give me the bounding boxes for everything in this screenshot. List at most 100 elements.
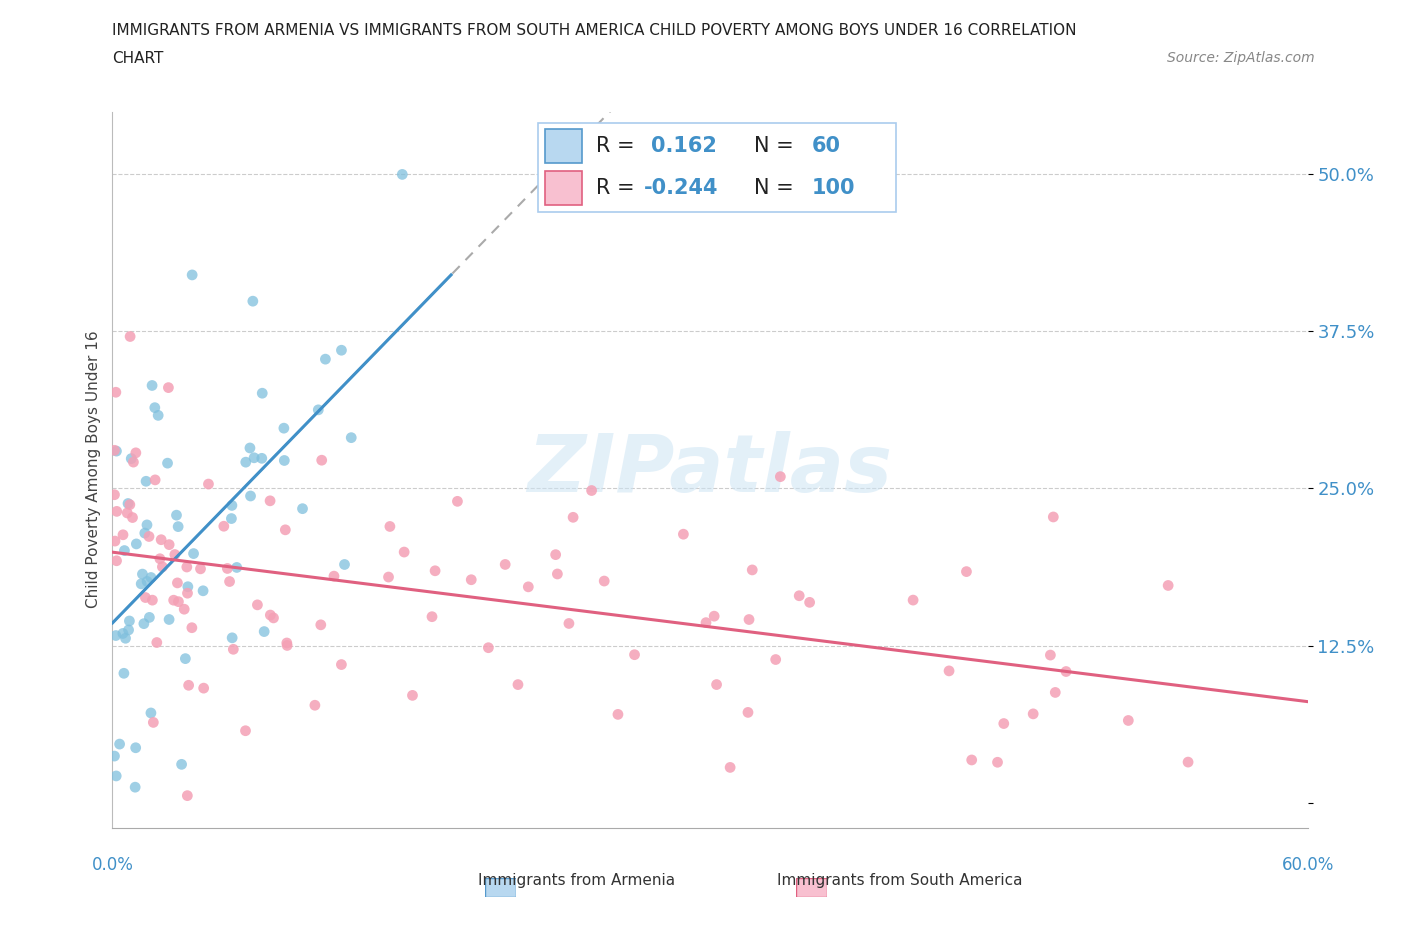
FancyBboxPatch shape	[546, 129, 582, 163]
Point	[737, 705, 759, 720]
Point	[263, 610, 285, 625]
Point	[703, 609, 725, 624]
Point	[166, 576, 188, 591]
Point	[311, 453, 333, 468]
Point	[170, 757, 193, 772]
Point	[276, 635, 298, 650]
Text: 60.0%: 60.0%	[1281, 856, 1334, 873]
Text: Source: ZipAtlas.com: Source: ZipAtlas.com	[1167, 51, 1315, 65]
Point	[174, 651, 197, 666]
Point	[105, 444, 128, 458]
Point	[104, 385, 127, 400]
Point	[103, 487, 125, 502]
Point	[217, 561, 239, 576]
Point	[741, 563, 763, 578]
Point	[118, 614, 141, 629]
Point	[239, 441, 262, 456]
Point	[135, 474, 157, 489]
Point	[901, 592, 924, 607]
Point	[156, 456, 179, 471]
Point	[149, 551, 172, 566]
Point	[134, 525, 156, 540]
Point	[330, 658, 353, 672]
Point	[122, 455, 145, 470]
Point	[738, 612, 761, 627]
Point	[176, 789, 198, 804]
Point	[273, 453, 295, 468]
Point	[157, 612, 180, 627]
Text: IMMIGRANTS FROM ARMENIA VS IMMIGRANTS FROM SOUTH AMERICA CHILD POVERTY AMONG BOY: IMMIGRANTS FROM ARMENIA VS IMMIGRANTS FR…	[112, 23, 1077, 38]
Point	[420, 609, 443, 624]
Point	[1045, 685, 1067, 700]
Point	[378, 519, 401, 534]
Point	[136, 574, 159, 589]
Point	[117, 506, 139, 521]
Point	[136, 517, 159, 532]
Point	[938, 663, 960, 678]
Point	[333, 557, 356, 572]
Point	[765, 652, 787, 667]
Point	[104, 534, 127, 549]
Point	[150, 532, 173, 547]
Point	[695, 616, 717, 631]
Point	[120, 451, 142, 466]
Point	[118, 498, 141, 512]
Point	[243, 450, 266, 465]
Point	[124, 779, 146, 794]
Point	[593, 574, 616, 589]
Point	[167, 519, 190, 534]
Point	[340, 431, 363, 445]
Point	[125, 445, 148, 460]
Point	[131, 566, 153, 581]
Point	[276, 638, 298, 653]
Point	[193, 681, 215, 696]
Y-axis label: Child Poverty Among Boys Under 16: Child Poverty Among Boys Under 16	[86, 331, 101, 608]
Point	[181, 268, 204, 283]
Point	[104, 628, 127, 643]
Point	[494, 557, 516, 572]
Point	[273, 420, 295, 435]
Point	[314, 352, 336, 366]
Point	[221, 512, 243, 526]
Text: 60: 60	[813, 136, 841, 156]
Point	[117, 496, 139, 511]
Text: Immigrants from South America: Immigrants from South America	[778, 873, 1022, 888]
Point	[706, 677, 728, 692]
Point	[401, 688, 423, 703]
Point	[304, 698, 326, 712]
Point	[143, 472, 166, 487]
Point	[166, 508, 188, 523]
Point	[506, 677, 529, 692]
Point	[111, 527, 134, 542]
FancyBboxPatch shape	[546, 171, 582, 205]
Point	[239, 488, 262, 503]
Point	[221, 631, 243, 645]
Point	[129, 577, 152, 591]
Point	[252, 386, 274, 401]
Text: Immigrants from Armenia: Immigrants from Armenia	[478, 873, 675, 888]
Point	[253, 624, 276, 639]
FancyBboxPatch shape	[796, 878, 827, 897]
Point	[235, 455, 257, 470]
Text: CHART: CHART	[112, 51, 165, 66]
Point	[105, 768, 128, 783]
Point	[191, 583, 214, 598]
Point	[138, 529, 160, 544]
Point	[176, 586, 198, 601]
Point	[246, 597, 269, 612]
Point	[581, 483, 603, 498]
Point	[718, 760, 741, 775]
Point	[138, 610, 160, 625]
Point	[517, 579, 540, 594]
Point	[152, 560, 174, 575]
Point	[446, 494, 468, 509]
Point	[173, 602, 195, 617]
Point	[259, 607, 281, 622]
Point	[177, 579, 200, 594]
Point	[1118, 713, 1140, 728]
Point	[787, 589, 810, 604]
Point	[114, 631, 136, 645]
Point	[309, 618, 332, 632]
Text: R =: R =	[596, 178, 636, 198]
Point	[143, 400, 166, 415]
